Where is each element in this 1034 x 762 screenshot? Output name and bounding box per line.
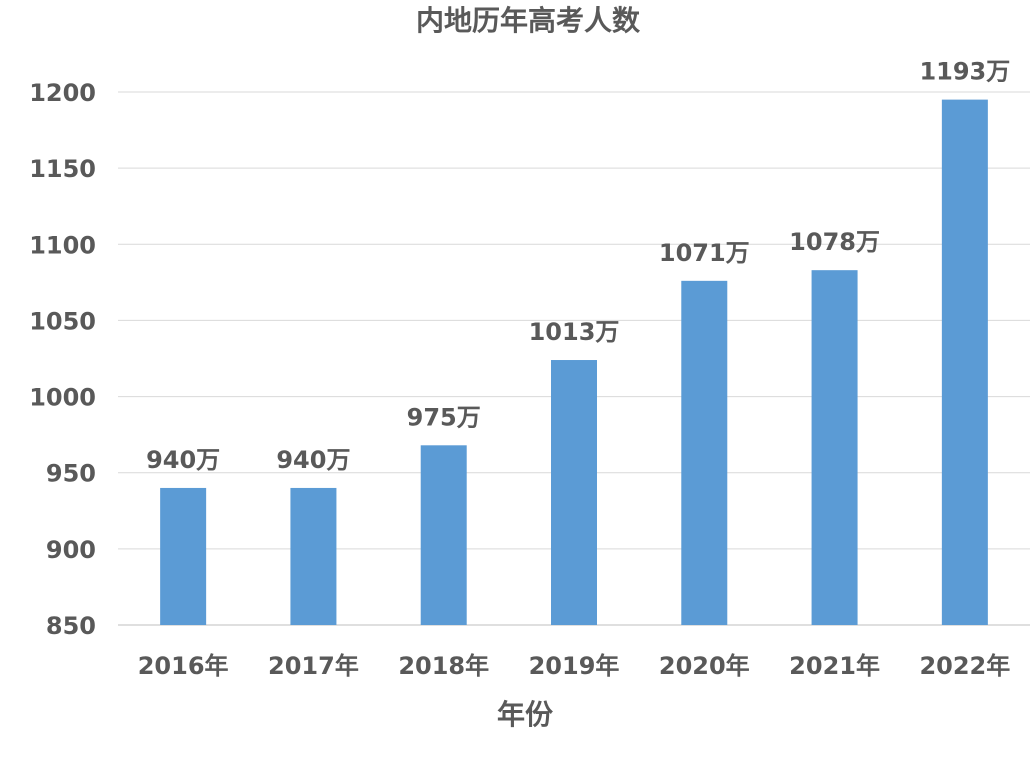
data-label: 1013万 [529, 318, 620, 346]
x-tick-label: 2016年 [138, 652, 229, 680]
y-tick-label: 1200 [29, 79, 96, 107]
x-tick-label: 2022年 [919, 652, 1010, 680]
data-label: 940万 [146, 446, 220, 474]
y-tick-label: 900 [46, 536, 96, 564]
bar-2017年 [290, 487, 337, 625]
chart-title: 内地历年高考人数 [416, 4, 641, 37]
bar-2016年 [160, 487, 207, 625]
x-tick-label: 2019年 [529, 652, 620, 680]
bar-2020年 [681, 280, 728, 625]
data-label: 1071万 [659, 239, 750, 267]
x-tick-label: 2020年 [659, 652, 750, 680]
bar-2022年 [941, 99, 988, 626]
data-label: 940万 [276, 446, 350, 474]
bars [160, 99, 988, 626]
y-tick-label: 950 [46, 460, 96, 488]
bar-2019年 [551, 360, 597, 625]
x-axis-ticks: 2016年 2017年 2018年 2019年 2020年 2021年 2022年 [138, 652, 1011, 680]
x-tick-label: 2018年 [398, 652, 489, 680]
y-tick-label: 1150 [29, 155, 96, 183]
y-tick-label: 850 [46, 612, 96, 640]
data-label: 1078万 [789, 228, 880, 256]
y-tick-label: 1000 [29, 384, 96, 412]
bar-2021年 [811, 270, 858, 625]
y-tick-label: 1100 [29, 231, 96, 259]
bar-2018年 [420, 445, 467, 625]
data-label: 1193万 [919, 58, 1010, 86]
x-tick-label: 2021年 [789, 652, 880, 680]
data-label: 975万 [407, 403, 481, 431]
y-axis-ticks: 850 900 950 1000 1050 1100 1150 1200 [29, 79, 96, 640]
data-labels: 940万 940万 975万 1013万 1071万 1078万 1193万 [146, 58, 1010, 474]
x-axis-title: 年份 [497, 698, 553, 731]
x-tick-label: 2017年 [268, 652, 359, 680]
y-tick-label: 1050 [29, 307, 96, 335]
